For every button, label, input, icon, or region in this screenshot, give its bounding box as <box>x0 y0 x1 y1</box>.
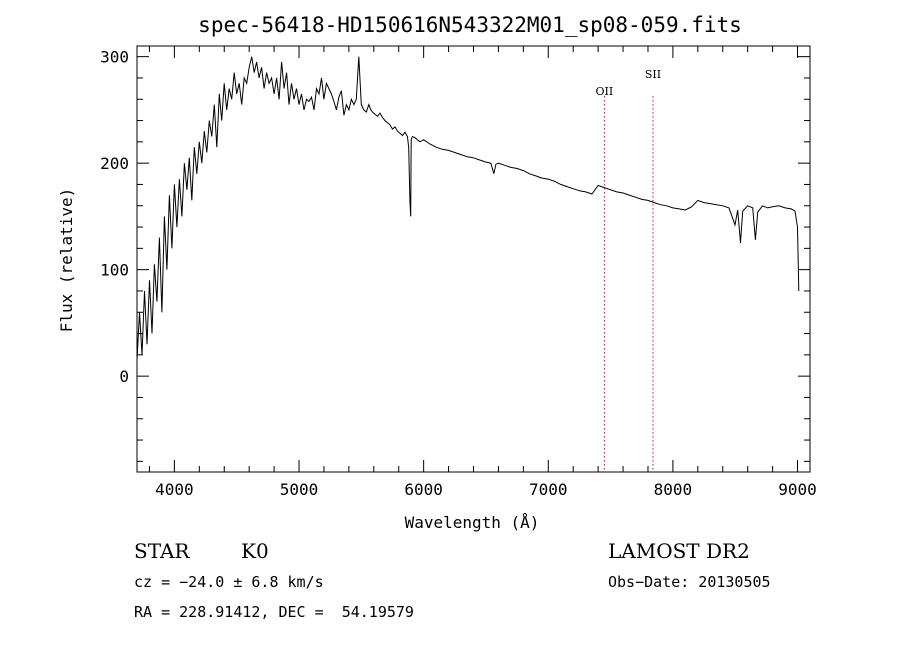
x-tick-label: 9000 <box>778 480 817 499</box>
plot-frame <box>136 45 811 473</box>
object-subclass: K0 <box>241 539 269 563</box>
y-tick-label: 0 <box>119 367 129 386</box>
y-tick-label: 200 <box>100 154 129 173</box>
y-tick-label: 100 <box>100 261 129 280</box>
object-class: STAR <box>134 539 190 563</box>
emission-line-label: SII <box>645 68 661 81</box>
x-tick-label: 6000 <box>404 480 443 499</box>
observation-date: Obs−Date: 20130505 <box>608 573 771 591</box>
emission-line-label: OII <box>596 85 614 98</box>
survey-name: LAMOST DR2 <box>608 539 750 563</box>
redshift-velocity: cz = −24.0 ± 6.8 km/s <box>134 573 324 591</box>
y-axis-label: Flux (relative) <box>57 188 76 333</box>
x-tick-label: 8000 <box>654 480 693 499</box>
coordinates: RA = 228.91412, DEC = 54.19579 <box>134 603 414 621</box>
x-axis-label: Wavelength (Å) <box>405 513 540 532</box>
y-tick-label: 300 <box>100 48 129 67</box>
x-tick-label: 4000 <box>155 480 194 499</box>
x-tick-label: 5000 <box>280 480 319 499</box>
spectrum-line <box>136 56 800 361</box>
chart-title: spec-56418-HD150616N543322M01_sp08-059.f… <box>198 13 742 37</box>
x-tick-label: 7000 <box>529 480 568 499</box>
